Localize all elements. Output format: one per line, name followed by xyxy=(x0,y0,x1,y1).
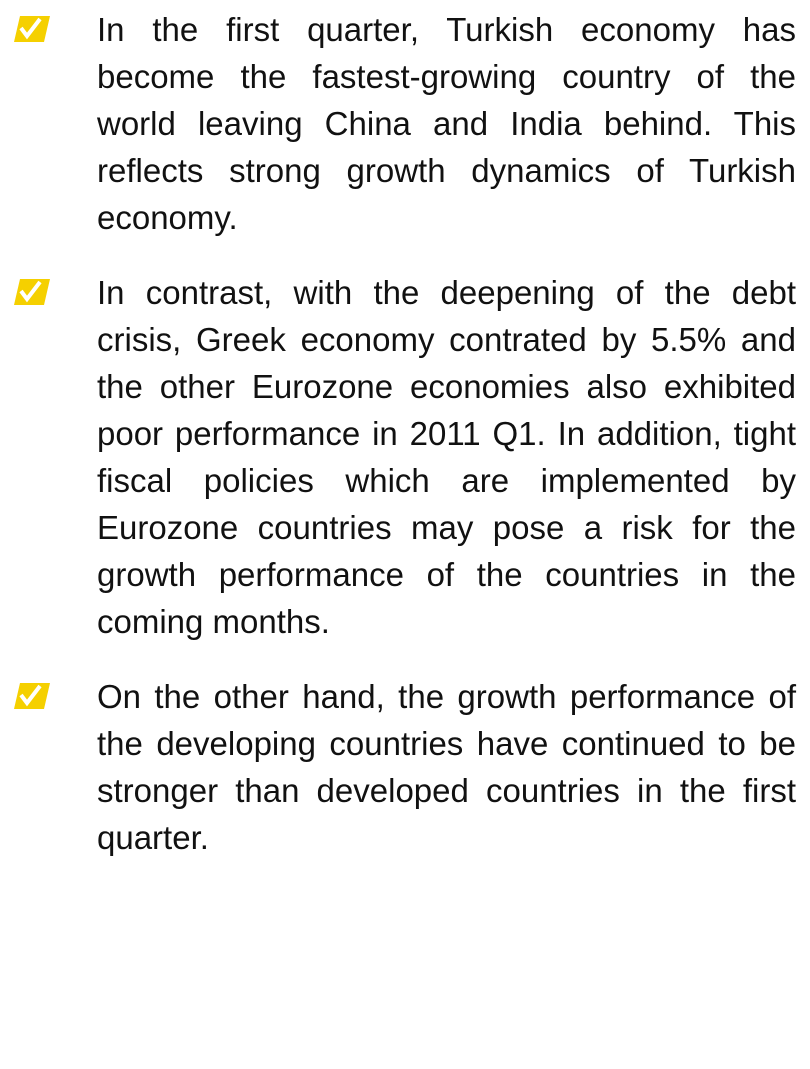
bullet-item: On the other hand, the growth performanc… xyxy=(0,673,810,861)
bullet-text: In the first quarter, Turkish economy ha… xyxy=(97,11,796,236)
bullet-text: On the other hand, the growth performanc… xyxy=(97,678,796,856)
bullet-icon xyxy=(14,279,50,305)
bullet-item: In contrast, with the deepening of the d… xyxy=(0,269,810,645)
bullet-text: In contrast, with the deepening of the d… xyxy=(97,274,796,640)
bullet-item: In the first quarter, Turkish economy ha… xyxy=(0,6,810,241)
bullet-icon xyxy=(14,16,50,42)
bullet-icon xyxy=(14,683,50,709)
